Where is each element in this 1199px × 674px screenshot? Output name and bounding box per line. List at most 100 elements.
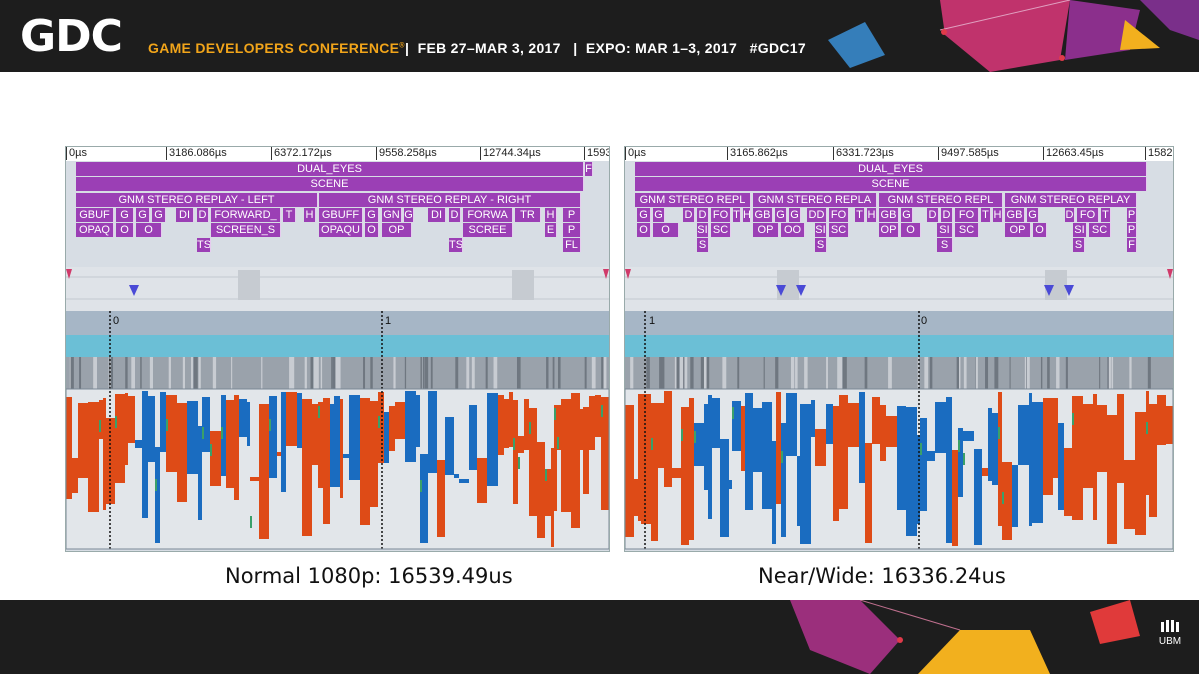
track-leaf[interactable]: S	[697, 238, 709, 252]
track-subpass[interactable]: P	[1127, 223, 1137, 237]
track-subpass[interactable]: P	[563, 223, 581, 237]
track-pass[interactable]: GB	[1005, 208, 1025, 222]
track-pass[interactable]: H	[743, 208, 751, 222]
track-pass[interactable]: D	[197, 208, 209, 222]
track-pass[interactable]: G	[116, 208, 134, 222]
track-leaf[interactable]: TS	[197, 238, 211, 252]
track-pass[interactable]: D	[449, 208, 461, 222]
track-pass[interactable]: G	[775, 208, 787, 222]
track-pass[interactable]: D	[927, 208, 939, 222]
track-subpass[interactable]: SC	[711, 223, 731, 237]
track-subpass[interactable]: O	[637, 223, 651, 237]
track-subpass[interactable]: O	[653, 223, 679, 237]
track-pass[interactable]: T	[981, 208, 991, 222]
track-subpass[interactable]: O	[136, 223, 162, 237]
track-pass[interactable]: FORWA	[463, 208, 513, 222]
track-pass[interactable]: FO	[711, 208, 731, 222]
wave-slice	[959, 357, 961, 389]
track-pass[interactable]: G	[404, 208, 414, 222]
track-subpass[interactable]: OP	[1005, 223, 1031, 237]
track-pass[interactable]: T	[855, 208, 865, 222]
track-subpass[interactable]: OPAQU	[319, 223, 363, 237]
occupancy-accent	[651, 438, 653, 450]
track-leaf[interactable]: S	[937, 238, 953, 252]
track-leaf[interactable]: TS	[449, 238, 463, 252]
track-pass[interactable]: D	[697, 208, 709, 222]
track-replay-left[interactable]: GNM STEREO REPLAY - LEFT	[76, 193, 318, 207]
track-subpass[interactable]: OO	[781, 223, 805, 237]
track-pass[interactable]: G	[789, 208, 801, 222]
track-pass[interactable]: TR	[515, 208, 541, 222]
track-subpass[interactable]: O	[365, 223, 379, 237]
track-pass[interactable]: H	[867, 208, 877, 222]
track-pass[interactable]: T	[1101, 208, 1111, 222]
track-replay[interactable]: GNM STEREO REPL	[879, 193, 1003, 207]
track-subpass[interactable]: SCREEN_S	[211, 223, 281, 237]
track-subpass[interactable]: SC	[829, 223, 849, 237]
track-leaf[interactable]: F	[1127, 238, 1137, 252]
track-subpass[interactable]: OPAQ	[76, 223, 114, 237]
track-subpass[interactable]: SI	[937, 223, 953, 237]
ruler-tick: 6372.172µs	[271, 147, 332, 160]
track-pass[interactable]: G	[637, 208, 651, 222]
wave-slice	[985, 357, 989, 389]
track-subpass[interactable]: SI	[1073, 223, 1087, 237]
track-pass[interactable]: FORWARD_	[211, 208, 281, 222]
track-leaf[interactable]: S	[1073, 238, 1085, 252]
track-dual-eyes-tail[interactable]: F	[585, 162, 593, 176]
track-subpass[interactable]: O	[1033, 223, 1047, 237]
track-pass[interactable]: H	[304, 208, 316, 222]
track-pass[interactable]: P	[1127, 208, 1137, 222]
occupancy-slice	[982, 468, 988, 476]
track-pass[interactable]: P	[563, 208, 581, 222]
track-replay[interactable]: GNM STEREO REPL	[635, 193, 751, 207]
track-pass[interactable]: GBUFF	[319, 208, 363, 222]
track-pass[interactable]: H	[545, 208, 557, 222]
track-pass[interactable]: D	[1065, 208, 1075, 222]
track-pass[interactable]: FO	[1077, 208, 1099, 222]
track-pass[interactable]: G	[653, 208, 665, 222]
track-subpass[interactable]: OP	[382, 223, 412, 237]
track-pass[interactable]: G	[152, 208, 166, 222]
track-subpass[interactable]: E	[545, 223, 557, 237]
track-subpass[interactable]: SI	[815, 223, 827, 237]
track-subpass[interactable]: OP	[753, 223, 779, 237]
track-pass[interactable]: DI	[176, 208, 194, 222]
track-replay-right[interactable]: GNM STEREO REPLAY - RIGHT	[319, 193, 581, 207]
track-subpass[interactable]: SI	[697, 223, 709, 237]
track-leaf[interactable]: FL	[563, 238, 581, 252]
track-subpass[interactable]: SC	[955, 223, 979, 237]
track-pass[interactable]: GBUF	[76, 208, 114, 222]
event-triangle	[796, 285, 806, 296]
track-pass[interactable]: G	[136, 208, 150, 222]
track-replay[interactable]: GNM STEREO REPLA	[753, 193, 877, 207]
track-replay[interactable]: GNM STEREO REPLAY	[1005, 193, 1137, 207]
track-pass[interactable]: FO	[829, 208, 849, 222]
occupancy-accent	[781, 451, 783, 463]
track-pass[interactable]: GN	[382, 208, 402, 222]
track-pass[interactable]: T	[733, 208, 741, 222]
track-scene[interactable]: SCENE	[76, 177, 584, 191]
track-pass[interactable]: H	[993, 208, 1003, 222]
track-leaf[interactable]: S	[815, 238, 827, 252]
track-pass[interactable]: GB	[753, 208, 773, 222]
track-pass[interactable]: DI	[428, 208, 446, 222]
track-pass[interactable]: G	[1027, 208, 1039, 222]
track-scene[interactable]: SCENE	[635, 177, 1147, 191]
track-subpass[interactable]: O	[901, 223, 921, 237]
track-dual-eyes[interactable]: DUAL_EYES	[635, 162, 1147, 176]
track-pass[interactable]: G	[901, 208, 913, 222]
track-subpass[interactable]: O	[116, 223, 134, 237]
track-pass[interactable]: DD	[807, 208, 827, 222]
track-subpass[interactable]: SCREE	[463, 223, 513, 237]
track-dual-eyes[interactable]: DUAL_EYES	[76, 162, 584, 176]
track-pass[interactable]: GB	[879, 208, 899, 222]
track-pass[interactable]: D	[683, 208, 695, 222]
track-subpass[interactable]: OP	[879, 223, 899, 237]
track-pass[interactable]: D	[941, 208, 953, 222]
track-subpass[interactable]: SC	[1089, 223, 1111, 237]
track-pass[interactable]: FO	[955, 208, 979, 222]
track-pass[interactable]: G	[365, 208, 379, 222]
occupancy-slice	[658, 403, 664, 468]
track-pass[interactable]: T	[283, 208, 296, 222]
